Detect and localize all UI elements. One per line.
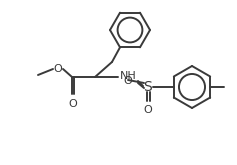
Text: O: O bbox=[123, 76, 132, 86]
Text: O: O bbox=[69, 99, 77, 109]
Text: O: O bbox=[144, 105, 152, 115]
Text: S: S bbox=[144, 80, 152, 94]
Text: NH: NH bbox=[120, 71, 137, 81]
Text: O: O bbox=[54, 64, 62, 74]
